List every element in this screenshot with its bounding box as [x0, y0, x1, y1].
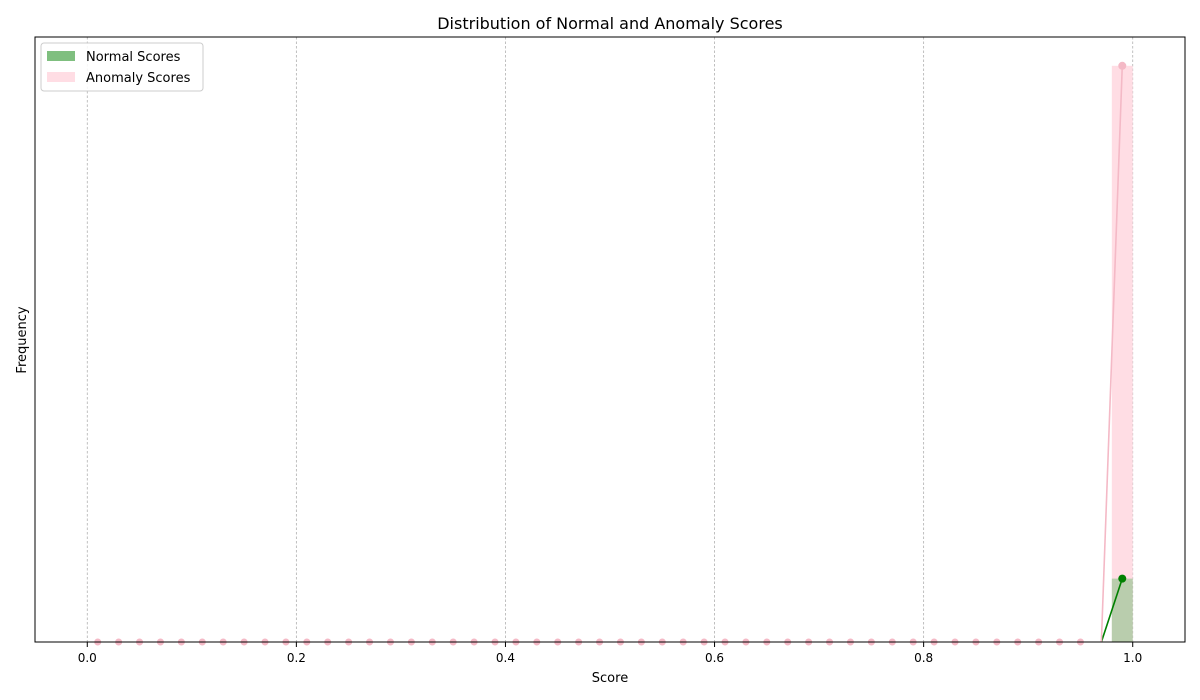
x-tick-label: 0.8 [914, 651, 933, 665]
legend: Normal Scores Anomaly Scores [40, 42, 204, 92]
density-lines [94, 61, 1127, 646]
line-anomaly-scores [1100, 65, 1124, 643]
bar-normal-scores [1111, 578, 1133, 642]
y-axis-label: Frequency [15, 306, 30, 373]
legend-label-anomaly: Anomaly Scores [86, 71, 191, 86]
x-axis-label: Score [592, 671, 628, 686]
legend-swatch-normal [47, 51, 75, 61]
x-tick-label: 0.4 [496, 651, 515, 665]
x-tick-label: 1.0 [1123, 651, 1142, 665]
plot-area-frame [34, 36, 1186, 643]
histogram-bars [1111, 65, 1133, 643]
x-tick-label: 0.0 [78, 651, 97, 665]
legend-box [40, 42, 204, 92]
point-normal-peak [1118, 574, 1127, 583]
legend-label-normal: Normal Scores [86, 50, 181, 65]
chart-title: Distribution of Normal and Anomaly Score… [437, 14, 783, 33]
x-tick-label: 0.2 [287, 651, 306, 665]
line-normal-scores [1100, 578, 1124, 643]
grid-lines [86, 37, 1134, 642]
x-axis-ticks: 0.0 0.2 0.4 0.6 0.8 1.0 [78, 642, 1142, 665]
x-tick-label: 0.6 [705, 651, 724, 665]
legend-swatch-anomaly [47, 72, 75, 82]
bar-anomaly-scores [1111, 65, 1133, 643]
point-anomaly-peak [1118, 61, 1127, 70]
